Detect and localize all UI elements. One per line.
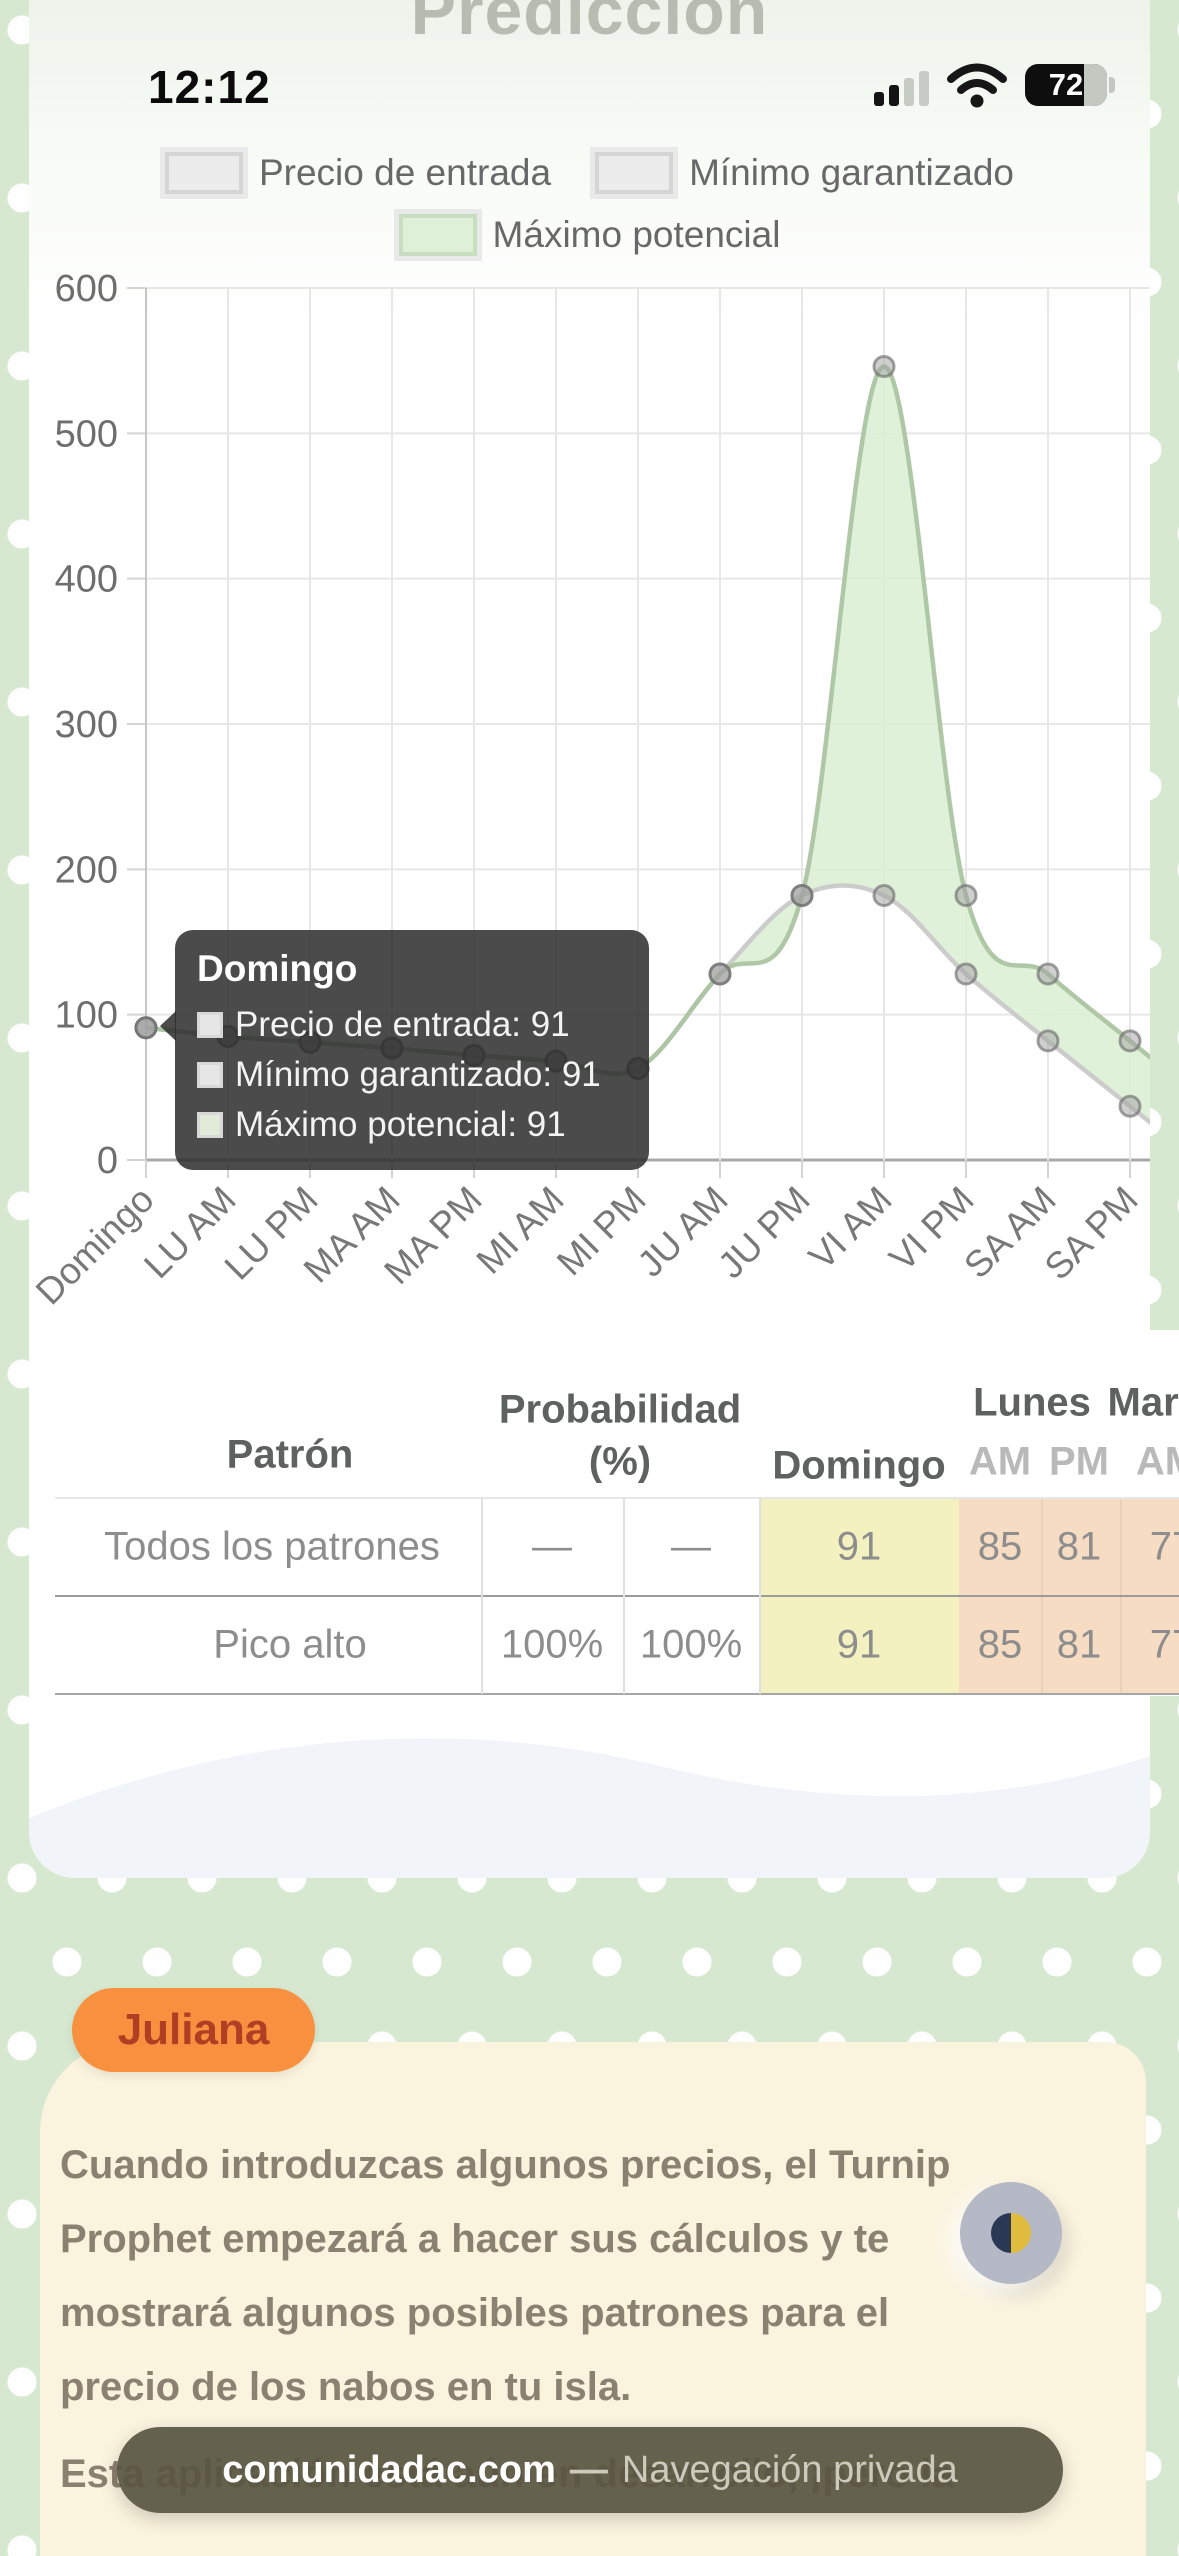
chart-legend-row-1: Precio de entrada Mínimo garantizado [0,147,1179,199]
page-title: Predicción [410,0,769,49]
svg-text:0: 0 [97,1140,118,1182]
legend-swatch-gray-icon [590,147,679,199]
tooltip-swatch-icon [197,1012,223,1038]
legend-swatch-green-icon [393,209,482,261]
cellular-signal-icon [874,64,929,106]
chart-legend-row-2: Máximo potencial [0,209,1179,261]
svg-text:MI PM: MI PM [549,1179,654,1284]
legend-label: Máximo potencial [492,214,781,255]
svg-text:200: 200 [55,849,118,891]
legend-label: Precio de entrada [258,152,552,193]
svg-text:JU AM: JU AM [630,1179,736,1285]
svg-text:400: 400 [55,559,118,601]
tooltip-swatch-icon [197,1062,223,1088]
clock: 12:12 [148,61,271,113]
chart-tooltip: Domingo Precio de entrada: 91 Mínimo gar… [160,930,649,1170]
svg-text:100: 100 [55,995,118,1037]
character-name-badge: Juliana [72,1988,315,2072]
url-domain: comunidadac.com [222,2448,556,2491]
svg-text:VI AM: VI AM [801,1179,900,1278]
svg-text:Domingo: Domingo [29,1179,162,1313]
legend-swatch-gray-icon [159,147,248,199]
tooltip-entry-price: Precio de entrada: 91 [235,1005,570,1044]
svg-text:JU PM: JU PM [710,1179,817,1286]
legend-label: Mínimo garantizado [689,152,1015,193]
private-browsing-label: Navegación privada [621,2448,958,2491]
tooltip-row: Precio de entrada: 91 [197,1000,623,1050]
legend-item-potential-max[interactable]: Máximo potencial [393,209,781,261]
chat-line: mostrará algunos posibles patrones para … [60,2291,890,2335]
card-footer-wave [29,1738,1150,1878]
battery-icon: 72 [1025,64,1115,106]
tooltip-potential-max: Máximo potencial: 91 [235,1105,566,1144]
tooltip-swatch-icon [197,1112,223,1138]
svg-text:300: 300 [55,704,118,746]
svg-text:600: 600 [55,270,118,310]
svg-text:SA PM: SA PM [1037,1179,1146,1288]
tooltip-row: Mínimo garantizado: 91 [197,1050,623,1100]
chat-line: Prophet empezará a hacer sus cálculos y … [60,2217,890,2261]
chat-line: precio de los nabos en tu isla. [60,2365,632,2409]
url-separator: — [569,2448,608,2491]
browser-address-bar[interactable]: comunidadac.com — Navegación privada [117,2427,1063,2513]
dark-mode-toggle-button[interactable] [960,2182,1062,2284]
legend-item-guaranteed-min[interactable]: Mínimo garantizado [590,147,1015,199]
table-background [29,1330,1179,1696]
moon-icon [991,2213,1031,2253]
svg-text:500: 500 [55,413,118,455]
chat-line: Cuando introduzcas algunos precios, el T… [60,2143,951,2187]
tooltip-guaranteed-min: Mínimo garantizado: 91 [235,1055,601,1094]
tooltip-row: Máximo potencial: 91 [197,1100,623,1150]
tooltip-caret-icon [160,1011,176,1041]
chat-paragraph: Cuando introduzcas algunos precios, el T… [60,2128,950,2424]
wifi-icon [947,63,1007,108]
status-bar: 12:12 72 [0,52,1179,122]
svg-text:MI AM: MI AM [469,1179,572,1282]
legend-item-entry-price[interactable]: Precio de entrada [159,147,552,199]
tooltip-title: Domingo [197,948,358,989]
battery-percent: 72 [1048,67,1084,102]
